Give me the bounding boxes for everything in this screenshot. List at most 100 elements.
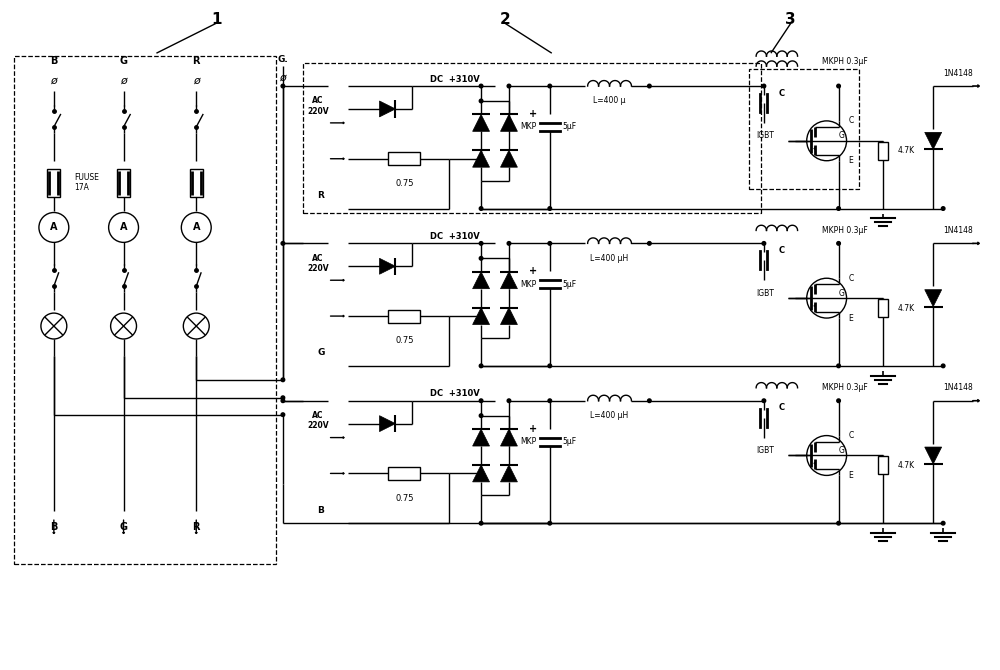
Circle shape bbox=[762, 84, 766, 88]
Text: A: A bbox=[50, 222, 58, 232]
Text: 5μF: 5μF bbox=[563, 279, 577, 289]
Circle shape bbox=[548, 84, 552, 88]
Text: IGBT: IGBT bbox=[756, 289, 774, 297]
Circle shape bbox=[837, 399, 840, 403]
Text: E: E bbox=[849, 314, 853, 322]
Text: 5μF: 5μF bbox=[563, 437, 577, 446]
Polygon shape bbox=[380, 259, 395, 274]
Circle shape bbox=[548, 207, 552, 210]
Text: ø: ø bbox=[50, 76, 57, 86]
Text: +: + bbox=[529, 109, 537, 119]
Bar bbox=[878, 142, 888, 159]
Text: 5μF: 5μF bbox=[563, 123, 577, 131]
Text: FUUSE
17A: FUUSE 17A bbox=[74, 173, 99, 192]
Text: AC
220V: AC 220V bbox=[307, 96, 329, 116]
Circle shape bbox=[762, 242, 766, 245]
Circle shape bbox=[762, 399, 766, 403]
Text: B: B bbox=[317, 506, 324, 515]
Circle shape bbox=[479, 242, 483, 245]
Circle shape bbox=[837, 364, 840, 368]
Text: IGBT: IGBT bbox=[756, 446, 774, 455]
Text: E: E bbox=[849, 156, 853, 165]
Bar bbox=[47, 169, 60, 196]
Circle shape bbox=[941, 521, 945, 525]
Circle shape bbox=[548, 364, 552, 368]
Text: G: G bbox=[839, 131, 844, 140]
Text: AC
220V: AC 220V bbox=[307, 411, 329, 430]
Bar bbox=[117, 169, 130, 196]
Circle shape bbox=[479, 364, 483, 368]
Text: G: G bbox=[839, 289, 844, 297]
Polygon shape bbox=[925, 447, 942, 464]
Text: DC  +310V: DC +310V bbox=[430, 232, 480, 241]
Text: B: B bbox=[50, 56, 58, 66]
Text: 1N4148: 1N4148 bbox=[943, 68, 973, 78]
Circle shape bbox=[548, 242, 552, 245]
Text: MKP: MKP bbox=[520, 437, 536, 446]
Circle shape bbox=[837, 521, 840, 525]
Circle shape bbox=[281, 396, 285, 399]
Text: +: + bbox=[529, 266, 537, 276]
Text: R: R bbox=[193, 56, 200, 66]
Text: R: R bbox=[193, 522, 200, 532]
Circle shape bbox=[479, 84, 483, 88]
Text: R: R bbox=[317, 191, 324, 200]
Circle shape bbox=[479, 521, 483, 525]
Text: +: + bbox=[529, 423, 537, 433]
Text: MKP: MKP bbox=[520, 279, 536, 289]
Bar bbox=[14, 56, 276, 564]
Text: B: B bbox=[50, 522, 58, 532]
Text: A: A bbox=[193, 222, 200, 232]
Bar bbox=[388, 152, 420, 165]
Text: L=400 μ: L=400 μ bbox=[593, 96, 626, 105]
Text: IGBT: IGBT bbox=[756, 131, 774, 140]
Text: G: G bbox=[839, 446, 844, 455]
Bar bbox=[388, 310, 420, 322]
Circle shape bbox=[479, 314, 483, 318]
Circle shape bbox=[479, 414, 483, 417]
Text: A: A bbox=[120, 222, 127, 232]
Text: MKPH 0.3μF: MKPH 0.3μF bbox=[822, 383, 867, 392]
Circle shape bbox=[479, 257, 483, 260]
Text: 0.75: 0.75 bbox=[395, 336, 414, 346]
Text: 1N4148: 1N4148 bbox=[943, 226, 973, 235]
Polygon shape bbox=[380, 415, 395, 431]
Circle shape bbox=[648, 84, 651, 88]
Polygon shape bbox=[500, 115, 517, 131]
Polygon shape bbox=[500, 150, 517, 168]
Circle shape bbox=[648, 399, 651, 403]
Circle shape bbox=[548, 399, 552, 403]
Circle shape bbox=[281, 378, 285, 382]
Text: 4.7K: 4.7K bbox=[897, 304, 914, 313]
Bar bbox=[749, 69, 859, 189]
Text: 4.7K: 4.7K bbox=[897, 461, 914, 470]
Circle shape bbox=[941, 364, 945, 368]
Circle shape bbox=[281, 399, 285, 403]
Circle shape bbox=[281, 413, 285, 417]
Circle shape bbox=[648, 242, 651, 245]
Text: ø: ø bbox=[120, 76, 127, 86]
Circle shape bbox=[548, 521, 552, 525]
Text: C: C bbox=[779, 246, 785, 255]
Circle shape bbox=[479, 207, 483, 210]
Polygon shape bbox=[500, 272, 517, 289]
Text: 1N4148: 1N4148 bbox=[943, 383, 973, 392]
Circle shape bbox=[837, 84, 840, 88]
Text: L=400 μH: L=400 μH bbox=[590, 411, 629, 420]
Polygon shape bbox=[473, 308, 490, 324]
Text: AC
220V: AC 220V bbox=[307, 254, 329, 273]
Text: 3: 3 bbox=[785, 12, 796, 27]
Circle shape bbox=[837, 242, 840, 245]
Polygon shape bbox=[500, 429, 517, 446]
Circle shape bbox=[507, 84, 511, 88]
Circle shape bbox=[941, 207, 945, 210]
Polygon shape bbox=[473, 150, 490, 168]
Polygon shape bbox=[473, 115, 490, 131]
Polygon shape bbox=[925, 289, 942, 307]
Text: C: C bbox=[779, 88, 785, 98]
Polygon shape bbox=[380, 101, 395, 117]
Circle shape bbox=[479, 99, 483, 103]
Text: 1: 1 bbox=[211, 12, 221, 27]
Polygon shape bbox=[473, 465, 490, 482]
Text: ø: ø bbox=[193, 76, 200, 86]
